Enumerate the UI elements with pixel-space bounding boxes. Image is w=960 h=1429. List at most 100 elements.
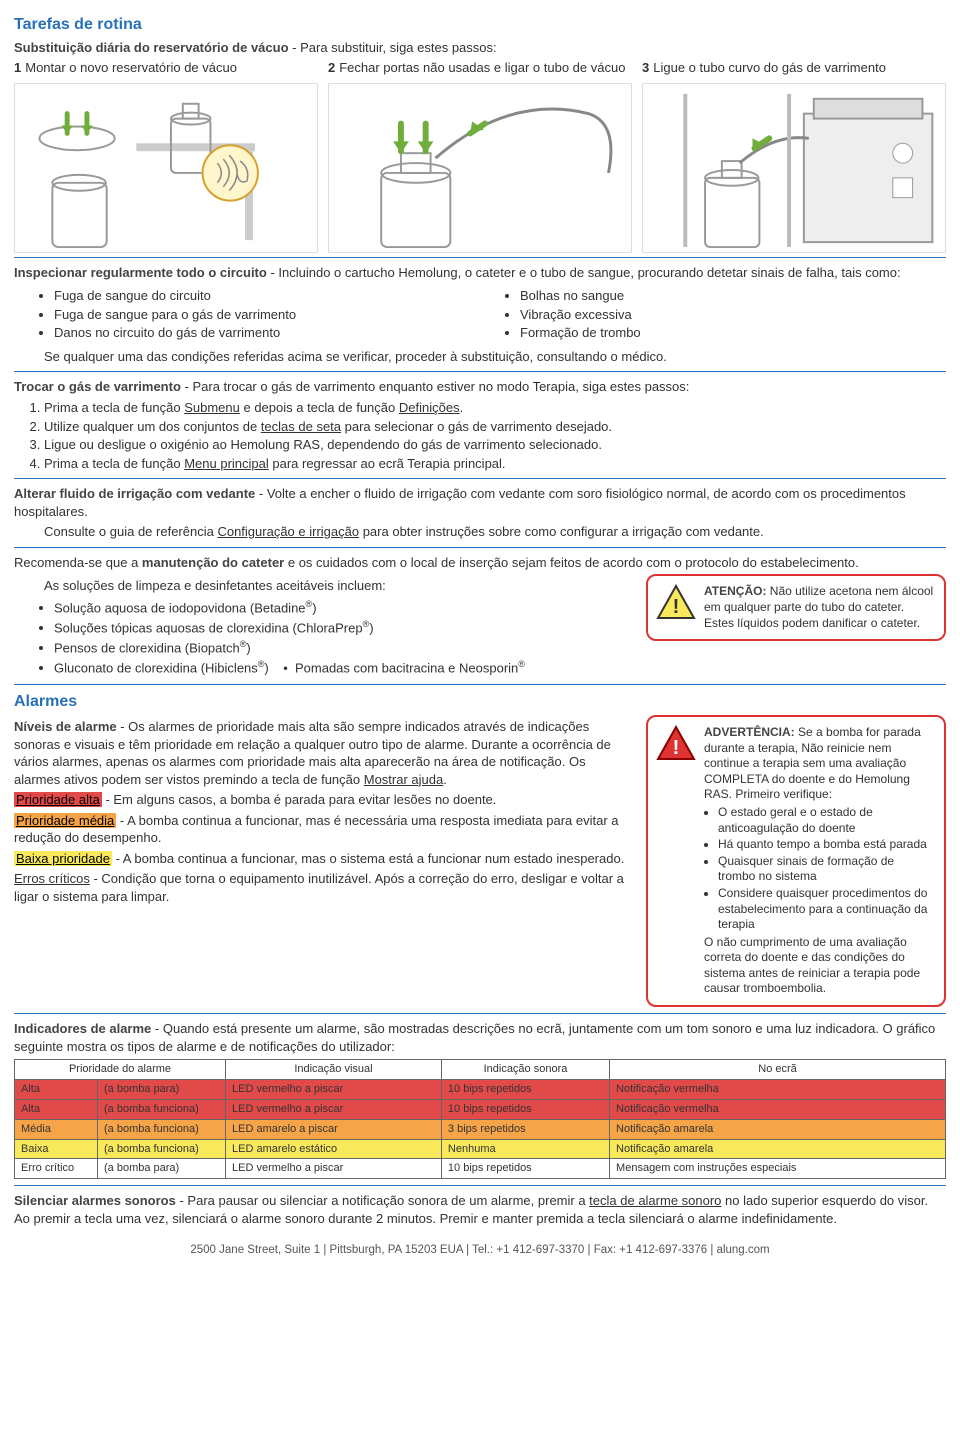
caution-bold: ATENÇÃO: [704,584,766,598]
cath-i3: Gluconato de clorexidina (Hibiclens®) • … [54,658,632,677]
alarm-crit-lbl: Erros críticos [14,871,90,886]
table-cell: 10 bips repetidos [441,1080,609,1100]
table-cell: (a bomba para) [98,1159,226,1179]
s2u: teclas de seta [261,419,341,434]
warning-box: ! ADVERTÊNCIA: Se a bomba for parada dur… [646,715,946,1007]
divider-3 [14,547,946,548]
table-cell: Notificação amarela [610,1139,946,1159]
alarm-low-lbl: Baixa prioridade [14,851,112,866]
table-cell: (a bomba funciona) [98,1099,226,1119]
step-1-txt: Montar o novo reservatório de vácuo [25,60,237,75]
cath-list: Solução aquosa de iodopovidona (Betadine… [54,598,632,677]
alarm-hi-txt: - Em alguns casos, a bomba é parada para… [102,792,497,807]
cath-i3t: Gluconato de clorexidina (Hibiclens [54,660,258,675]
table-cell: (a bomba funciona) [98,1119,226,1139]
th2: Indicação sonora [441,1060,609,1080]
step-2-txt: Fechar portas não usadas e ligar o tubo … [339,60,625,75]
inspect-l1: Fuga de sangue para o gás de varrimento [54,306,480,324]
sweep-lead: Trocar o gás de varrimento - Para trocar… [14,378,946,396]
seal-bold: Alterar fluido de irrigação com vedante [14,486,255,501]
alarm-med: Prioridade média - A bomba continua a fu… [14,812,632,847]
alarm-low: Baixa prioridade - A bomba continua a fu… [14,850,632,868]
inspect-lists: Fuga de sangue do circuito Fuga de sangu… [14,284,946,345]
cath-i1: Soluções tópicas aquosas de clorexidina … [54,618,632,637]
inspect-left: Fuga de sangue do circuito Fuga de sangu… [54,286,480,343]
table-cell: Notificação vermelha [610,1099,946,1119]
table-cell: LED amarelo estático [226,1139,442,1159]
inspect-right: Bolhas no sangue Vibração excessiva Form… [520,286,946,343]
warn-list: O estado geral e o estado de anticoagula… [718,805,934,933]
table-cell: Notificação amarela [610,1119,946,1139]
cath-i0: Solução aquosa de iodopovidona (Betadine… [54,598,632,617]
inspect-bold: Inspecionar regularmente todo o circuito [14,265,267,280]
inspect-l2: Danos no circuito do gás de varrimento [54,324,480,342]
sweep-bold: Trocar o gás de varrimento [14,379,181,394]
step-1: 1 Montar o novo reservatório de vácuo [14,59,318,77]
sweep-3: Ligue ou desligue o oxigénio ao Hemolung… [44,436,946,454]
step-2-num: 2 [328,60,335,75]
table-row: Média(a bomba funciona)LED amarelo a pis… [15,1119,946,1139]
alarm-table: Prioridade do alarme Indicação visual In… [14,1059,946,1179]
table-cell: Notificação vermelha [610,1080,946,1100]
table-cell: 10 bips repetidos [441,1099,609,1119]
warning-icon: ! [656,725,696,761]
inspect-r0: Bolhas no sangue [520,287,946,305]
sweep-list: Prima a tecla de função Submenu e depois… [44,399,946,472]
table-cell: LED vermelho a piscar [226,1159,442,1179]
divider-1 [14,371,946,372]
table-cell: Nenhuma [441,1139,609,1159]
seal-ref-u: Configuração e irrigação [217,524,359,539]
seal-ref-a: Consulte o guia de referência [44,524,217,539]
table-row: Alta(a bomba para)LED vermelho a piscar1… [15,1080,946,1100]
step-1-num: 1 [14,60,21,75]
indic-rest: - Quando está presente um alarme, são mo… [14,1021,935,1054]
table-cell: Baixa [15,1139,98,1159]
table-cell: Alta [15,1099,98,1119]
subtitle-bold: Substituição diária do reservatório de v… [14,40,289,55]
diagram-2 [328,83,632,253]
reg-icon: ® [258,659,265,669]
alarm-med-lbl: Prioridade média [14,813,116,828]
inspect-lead: Inspecionar regularmente todo o circuito… [14,264,946,282]
s1c: . [460,400,464,415]
inspect-r1: Vibração excessiva [520,306,946,324]
sweep-4: Prima a tecla de função Menu principal p… [44,455,946,473]
s1u2: Definições [399,400,460,415]
inspect-l0: Fuga de sangue do circuito [54,287,480,305]
alarm-hi: Prioridade alta - Em alguns casos, a bom… [14,791,632,809]
step-3: 3 Ligue o tubo curvo do gás de varrimento [642,59,946,77]
wl2: Quaisquer sinais de formação de trombo n… [718,854,934,885]
alarm-levels-bold: Níveis de alarme [14,719,117,734]
table-row: Erro crítico(a bomba para)LED vermelho a… [15,1159,946,1179]
alarm-levels-dot: . [443,772,447,787]
warning-icon: ! [656,584,696,620]
steps-row: 1 Montar o novo reservatório de vácuo 2 Fe… [14,59,946,77]
table-cell: (a bomba funciona) [98,1139,226,1159]
table-row: Alta(a bomba funciona)LED vermelho a pis… [15,1099,946,1119]
reg-icon: ® [240,639,247,649]
step-3-num: 3 [642,60,649,75]
wl0: O estado geral e o estado de anticoagula… [718,805,934,836]
cath-p2: As soluções de limpeza e desinfetantes a… [44,577,632,595]
wl1: Há quanto tempo a bomba está parada [718,837,934,853]
cath-row: As soluções de limpeza e desinfetantes a… [14,574,946,678]
alarm-levels-u: Mostrar ajuda [364,772,443,787]
alarm-low-txt: - A bomba continua a funcionar, mas o si… [112,851,624,866]
warn-tail: O não cumprimento de uma avaliação corre… [704,935,920,996]
subtitle-rest: - Para substituir, siga estes passos: [289,40,497,55]
table-cell: 3 bips repetidos [441,1119,609,1139]
s2b: para selecionar o gás de varrimento dese… [341,419,612,434]
alarm-hi-lbl: Prioridade alta [14,792,102,807]
table-cell: Alta [15,1080,98,1100]
th3: No ecrã [610,1060,946,1080]
diagram-1 [14,83,318,253]
step-2: 2 Fechar portas não usadas e ligar o tubo… [328,59,632,77]
alarms-right: ! ADVERTÊNCIA: Se a bomba for parada dur… [646,715,946,1007]
cath-left: As soluções de limpeza e desinfetantes a… [14,574,632,678]
step-3-txt: Ligue o tubo curvo do gás de varrimento [653,60,886,75]
s2a: Utilize qualquer um dos conjuntos de [44,419,261,434]
indic-bold: Indicadores de alarme [14,1021,151,1036]
table-cell: 10 bips repetidos [441,1159,609,1179]
inspect-tail: Se qualquer uma das condições referidas … [44,348,946,366]
divider-5 [14,1013,946,1014]
